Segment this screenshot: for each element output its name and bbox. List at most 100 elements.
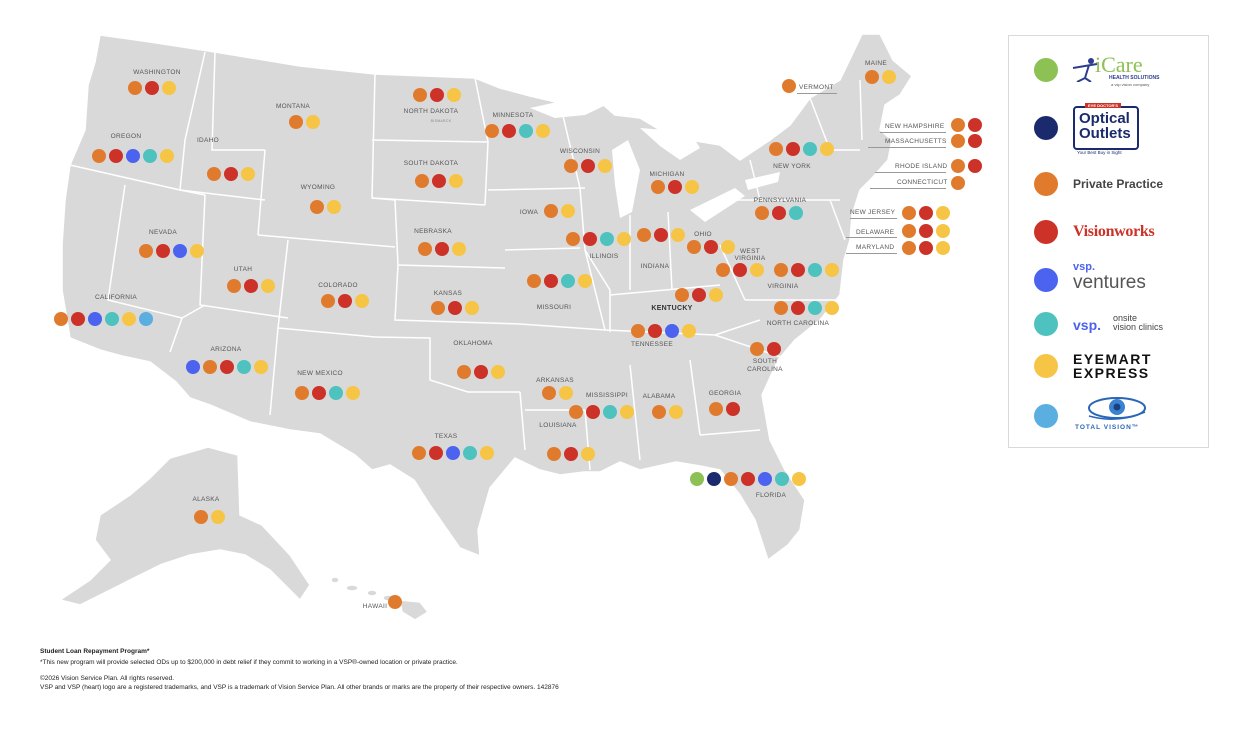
location-dot-eyemart [709,288,723,302]
dots-pennsylvania [755,206,803,220]
legend-row-private-practice: Private Practice [1009,160,1208,208]
location-dot-vsp-onsite [789,206,803,220]
state-label-kentucky: KENTUCKY [651,305,693,312]
location-dot-eyemart [936,224,950,238]
dots-texas [412,446,494,460]
location-dot-visionworks [968,159,982,173]
eyemart-line1: EYEMART [1073,351,1152,367]
location-dot-visionworks [668,180,682,194]
location-dot-visionworks [741,472,755,486]
location-dot-eyemart [465,301,479,315]
vsp-onsite-vsp: vsp. [1073,317,1102,333]
dots-maine [865,70,896,84]
location-dot-eyemart [598,159,612,173]
location-dot-private-practice [782,79,796,93]
dots-arkansas [542,386,573,400]
location-dot-private-practice [128,81,142,95]
state-label-illinois: ILLINOIS [589,253,619,260]
location-dot-private-practice [716,263,730,277]
location-dot-visionworks [338,294,352,308]
location-dot-private-practice [547,447,561,461]
location-dot-eyemart [936,241,950,255]
new-jersey-leader-line [850,218,897,219]
location-dot-visionworks [474,365,488,379]
dots-vermont [782,79,796,93]
location-dot-private-practice [485,124,499,138]
location-dot-vsp-onsite [519,124,533,138]
state-label-tennessee: TENNESSEE [630,341,674,348]
location-dot-vsp-onsite [237,360,251,374]
location-dot-private-practice [755,206,769,220]
location-dot-eyemart [792,472,806,486]
dots-hawaii [388,595,402,609]
location-dot-private-practice [310,200,324,214]
visionworks-logo: Visionworks [1073,223,1155,240]
location-dot-vsp-onsite [808,263,822,277]
location-dot-vsp-ventures [665,324,679,338]
dots-colorado [321,294,369,308]
legend-row-eyemart: EYEMART EXPRESS [1009,342,1208,390]
location-dot-vsp-onsite [603,405,617,419]
location-dot-eyemart [581,447,595,461]
dots-nevada [139,244,204,258]
location-dot-private-practice [651,180,665,194]
state-label-vermont: VERMONT [799,84,834,91]
location-dot-private-practice [457,365,471,379]
location-dot-visionworks [583,232,597,246]
location-dot-private-practice [902,241,916,255]
location-dot-private-practice [652,405,666,419]
location-dot-private-practice [139,244,153,258]
footer-title: Student Loan Repayment Program* [40,648,150,655]
location-dot-visionworks [109,149,123,163]
location-dot-eyemart [162,81,176,95]
location-dot-visionworks [448,301,462,315]
location-dot-vsp-ventures [446,446,460,460]
legend-dot-eyemart [1034,354,1058,378]
dots-michigan [651,180,699,194]
dots-indiana [637,228,685,242]
location-dot-vsp-onsite [803,142,817,156]
icare-figure-icon [1072,58,1098,82]
state-label-nevada: NEVADA [148,229,178,236]
location-dot-eyemart [578,274,592,288]
location-dot-eyemart [825,301,839,315]
dots-missouri [527,274,592,288]
state-label-california: CALIFORNIA [94,294,138,301]
location-dot-private-practice [542,386,556,400]
location-dot-private-practice [388,595,402,609]
dots-new-jersey [902,206,950,220]
icare-name: iCare [1095,52,1143,77]
location-dot-visionworks [564,447,578,461]
legend-row-total-vision: TOTAL VISION™ [1009,392,1208,440]
location-dot-eyemart [447,88,461,102]
eyemart-logo: EYEMART EXPRESS [1073,352,1152,380]
hawaii-islands [330,576,429,621]
location-dot-private-practice [951,134,965,148]
location-dot-eyemart [306,115,320,129]
location-dot-private-practice [412,446,426,460]
location-dot-eyemart [160,149,174,163]
location-dot-private-practice [951,176,965,190]
location-dot-eyemart [671,228,685,242]
location-dot-visionworks [544,274,558,288]
state-label-new-york: NEW YORK [773,163,811,170]
state-label-wisconsin: WISCONSIN [559,148,601,155]
legend-row-visionworks: Visionworks [1009,208,1208,256]
location-dot-visionworks [430,88,444,102]
location-dot-eyemart [617,232,631,246]
icare-sub: HEALTH SOLUTIONS [1109,75,1160,81]
location-dot-eyemart [682,324,696,338]
location-dot-private-practice [321,294,335,308]
location-dot-eyemart [721,240,735,254]
location-dot-private-practice [295,386,309,400]
location-dot-eyemart [491,365,505,379]
dots-alabama [652,405,683,419]
location-dot-eyemart [346,386,360,400]
state-label-new-mexico: NEW MEXICO [297,370,343,377]
location-dot-eyemart [685,180,699,194]
dots-wisconsin [564,159,612,173]
dots-louisiana [547,447,595,461]
location-dot-private-practice [774,301,788,315]
location-dot-eyemart [241,167,255,181]
